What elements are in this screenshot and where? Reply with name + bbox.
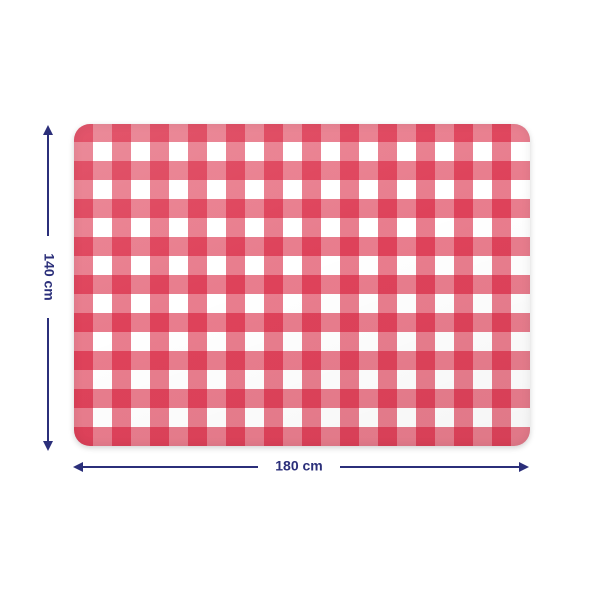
gingham-tablecloth-image <box>74 124 530 446</box>
height-dimension: 140 cm <box>41 125 57 451</box>
height-label: 140 cm <box>41 253 57 300</box>
width-dimension: 180 cm <box>73 458 529 474</box>
width-label: 180 cm <box>275 458 322 474</box>
